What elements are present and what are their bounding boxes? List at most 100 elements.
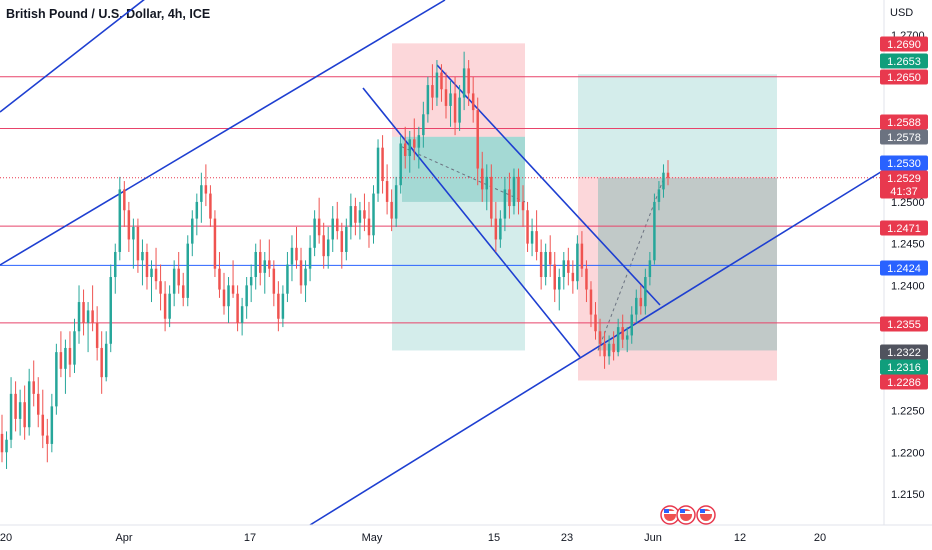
time-axis: 20 Apr 17 May 15 23 Jun 12 20: [0, 524, 932, 544]
candle-body: [295, 247, 298, 261]
candle-body: [268, 260, 271, 269]
candle-body: [376, 147, 380, 194]
candle-body: [9, 393, 13, 440]
candle-body: [490, 176, 493, 219]
price-label-text: 1.2322: [887, 347, 921, 359]
candle-body: [86, 310, 90, 323]
candle-body: [277, 293, 280, 319]
x-tick-label: 17: [244, 532, 256, 544]
candle-body: [372, 193, 375, 236]
candle-body: [82, 302, 85, 323]
candle-body: [417, 135, 421, 148]
candle-body: [585, 268, 588, 290]
flag-stripe: [664, 511, 676, 514]
candle-body: [5, 439, 8, 453]
candle-body: [630, 314, 634, 336]
candle-body: [91, 310, 94, 323]
candle-body: [494, 218, 498, 240]
candle-body: [562, 260, 566, 278]
position-zones: [392, 43, 777, 381]
flag-canton: [664, 509, 669, 513]
long-realised-zone: [598, 177, 777, 351]
candle-body: [662, 172, 665, 190]
candle-body: [32, 381, 35, 394]
x-tick-label: May: [362, 532, 383, 544]
candle-body: [109, 277, 112, 344]
candle-body: [123, 189, 126, 211]
price-label-text: 1.2650: [887, 72, 921, 84]
flag-canton: [680, 509, 685, 513]
candle-body: [59, 352, 63, 369]
candle-body: [621, 327, 624, 340]
candle-body: [73, 331, 76, 365]
candle-body: [639, 297, 643, 307]
candle-body: [512, 176, 516, 207]
price-label-tag: [880, 316, 928, 332]
candle-body: [195, 201, 199, 219]
candle-body: [336, 218, 339, 232]
candle-body: [127, 210, 131, 240]
candle-body: [444, 89, 448, 106]
y-tick-label: 1.2250: [891, 406, 925, 418]
candle-body: [204, 185, 208, 194]
candle-body: [422, 114, 425, 136]
candle-body: [458, 97, 461, 123]
short-stop-zone: [392, 43, 525, 137]
short-realised-zone: [402, 136, 525, 202]
candle-body: [141, 251, 144, 261]
candle-body: [114, 251, 117, 278]
price-label-text: 1.2316: [887, 362, 921, 374]
candle-body: [41, 414, 45, 436]
candle-body: [467, 68, 470, 94]
currency-label: USD: [890, 7, 913, 19]
candle-body: [594, 314, 597, 332]
candle-body: [227, 285, 230, 307]
candle-body: [539, 251, 543, 278]
price-label-text: 1.2530: [887, 158, 921, 170]
candle-body: [521, 201, 525, 211]
candle-body: [603, 343, 606, 357]
price-label-text: 1.2529: [887, 173, 921, 185]
long-target-zone: [578, 74, 777, 177]
candle-body: [46, 435, 49, 444]
flag-stripe: [680, 511, 692, 514]
candle-body: [666, 172, 670, 178]
x-tick-label: Apr: [115, 532, 132, 544]
candle-body: [367, 218, 371, 236]
candle-body: [394, 185, 398, 219]
countdown-text: 41:37: [890, 186, 918, 198]
candle-body: [263, 260, 267, 273]
candle-body: [331, 218, 334, 240]
price-label-text: 1.2424: [887, 263, 921, 275]
y-tick-label: 1.2450: [891, 239, 925, 251]
candle-body: [326, 239, 330, 257]
candle-body: [340, 231, 344, 252]
candle-body: [413, 139, 416, 148]
candle-body: [508, 189, 511, 207]
candle-body: [322, 235, 325, 257]
price-labels: 1.2690 1.2653 1.2650 1.2588 1.2578 1.2530 1.25…: [880, 36, 928, 390]
candle-body: [0, 433, 4, 453]
x-tick-label: Jun: [644, 532, 662, 544]
price-label-tag: [880, 36, 928, 52]
price-label-tag: [880, 114, 928, 130]
candle-body: [317, 218, 321, 236]
candle-body: [68, 347, 72, 365]
price-label-text: 1.2471: [887, 223, 921, 235]
candle-body: [177, 268, 180, 286]
candle-body: [154, 268, 158, 282]
candle-body: [95, 322, 99, 348]
candle-body: [345, 226, 348, 252]
candle-body: [222, 289, 226, 307]
candle-body: [408, 139, 412, 157]
candle-body: [558, 277, 561, 290]
candle-body: [363, 210, 366, 219]
candle-body: [440, 72, 443, 90]
price-label-tag: [880, 220, 928, 236]
candle-body: [471, 93, 475, 111]
candle-body: [55, 352, 58, 407]
x-tick-label: 12: [734, 532, 746, 544]
chart-title: British Pound / U.S. Dollar, 4h, ICE: [6, 7, 211, 21]
candle-body: [517, 176, 520, 202]
